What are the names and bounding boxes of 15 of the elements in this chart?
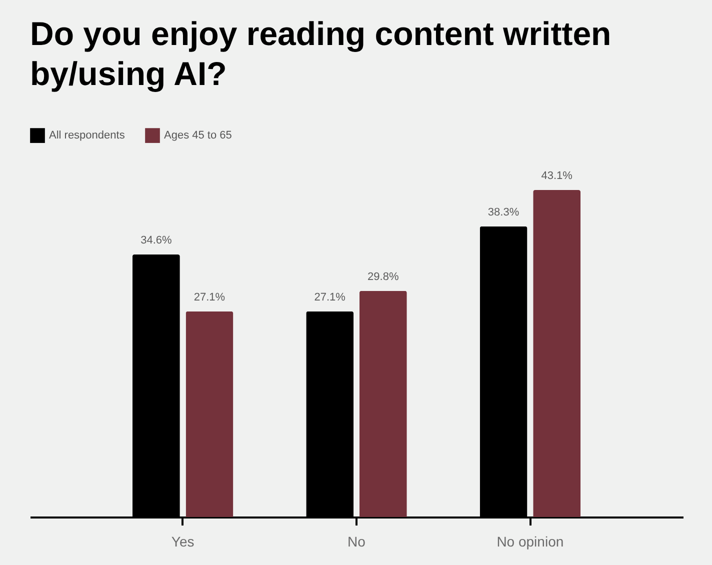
- data-label: 38.3%: [488, 206, 520, 218]
- bar: [186, 311, 234, 517]
- data-label: 29.8%: [368, 270, 399, 283]
- bar: [533, 190, 581, 517]
- x-tick-label: No opinion: [496, 534, 564, 550]
- bar: [359, 290, 407, 517]
- chart-title: Do you enjoy reading content written by/using AI?: [30, 15, 612, 92]
- legend-label: All respondents: [49, 130, 126, 142]
- legend-label: Ages 45 to 65: [164, 130, 232, 142]
- data-label: 43.1%: [541, 170, 573, 182]
- data-label: 27.1%: [194, 291, 226, 304]
- data-label: 27.1%: [314, 291, 346, 304]
- data-label: 34.6%: [140, 234, 172, 246]
- x-tick-label: No: [348, 534, 366, 550]
- x-tick-label: Yes: [171, 534, 194, 550]
